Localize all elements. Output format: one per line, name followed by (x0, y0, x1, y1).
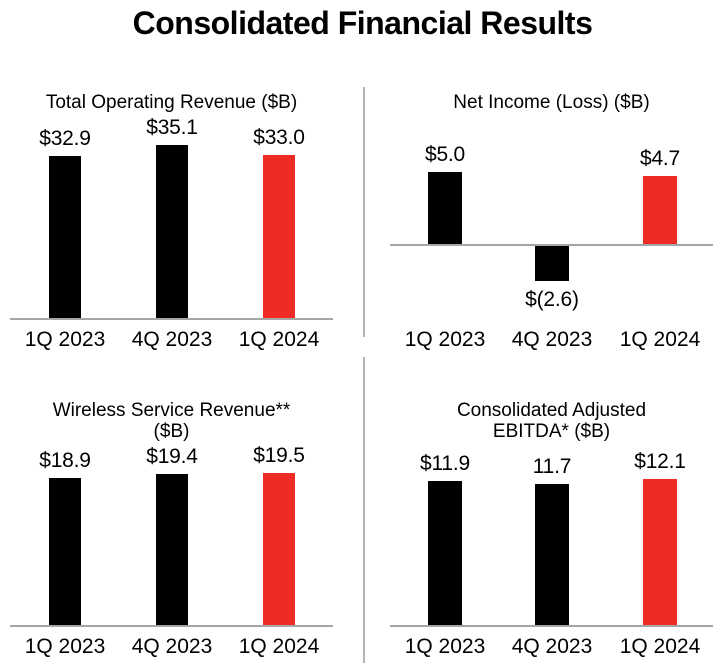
x-axis-label: 4Q 2023 (511, 328, 593, 351)
chart-title-line: EBITDA* ($B) (492, 421, 611, 442)
vertical-divider-bottom (363, 357, 365, 663)
bar-4q-2023 (156, 474, 188, 625)
vertical-divider-top (363, 87, 365, 337)
bar-1q-2023 (428, 172, 462, 244)
chart-title: Consolidated Adjusted EBITDA* ($B) (457, 400, 646, 442)
bar-1q-2023 (49, 156, 81, 318)
axis-line (10, 318, 333, 320)
bar-value-label: $19.4 (146, 445, 198, 468)
chart-title-line: Net Income (Loss) ($B) (453, 92, 650, 113)
chart-title-line: Total Operating Revenue ($B) (45, 92, 298, 113)
bar-value-label: $11.9 (420, 452, 470, 475)
bar-1q-2023 (428, 481, 462, 625)
bar-4q-2023 (535, 244, 569, 281)
chart-title: Net Income (Loss) ($B) (453, 92, 649, 113)
chart-title: Total Operating Revenue ($B) (46, 92, 297, 113)
x-axis-label: 4Q 2023 (511, 635, 593, 658)
chart-wireless-service-revenue: Wireless Service Revenue** ($B) $18.9 1Q 20… (0, 394, 360, 663)
bar-value-label: $5.0 (424, 143, 466, 166)
bar-value-label: $12.1 (634, 450, 686, 473)
bar-value-label: $19.5 (253, 444, 305, 467)
bar-value-label: $4.7 (639, 147, 681, 170)
bar-4q-2023 (535, 484, 569, 625)
x-axis-label: 1Q 2023 (24, 328, 106, 351)
axis-line (10, 625, 333, 627)
bar-value-label: $32.9 (39, 127, 91, 150)
bar-value-label: 11.7 (532, 455, 572, 478)
bar-value-label: $35.1 (146, 116, 198, 139)
bar-1q-2024 (643, 479, 677, 625)
page-title: Consolidated Financial Results (132, 5, 593, 41)
x-axis-label: 4Q 2023 (131, 635, 213, 658)
bar-value-label: $33.0 (253, 126, 305, 149)
axis-line (390, 625, 713, 627)
x-axis-label: 4Q 2023 (131, 328, 213, 351)
chart-title: Wireless Service Revenue** ($B) (53, 400, 291, 442)
chart-consolidated-adjusted-ebitda: Consolidated Adjusted EBITDA* ($B) $11.9 1Q… (363, 394, 725, 663)
bar-1q-2024 (643, 176, 677, 244)
x-axis-label: 1Q 2023 (24, 635, 106, 658)
bar-1q-2024 (263, 155, 295, 318)
bar-1q-2024 (263, 473, 295, 625)
x-axis-label: 1Q 2023 (404, 635, 486, 658)
x-axis-label: 1Q 2024 (619, 328, 701, 351)
chart-total-operating-revenue: Total Operating Revenue ($B) $32.9 1Q 2023… (0, 86, 360, 358)
bar-value-label: $18.9 (39, 449, 91, 472)
axis-line (390, 244, 713, 246)
bar-4q-2023 (156, 145, 188, 318)
bar-1q-2023 (49, 478, 81, 625)
x-axis-label: 1Q 2024 (238, 328, 320, 351)
bar-value-label: $(2.6) (525, 288, 579, 311)
x-axis-label: 1Q 2023 (404, 328, 486, 351)
chart-title-line: ($B) (153, 421, 190, 442)
x-axis-label: 1Q 2024 (238, 635, 320, 658)
chart-net-income-loss: Net Income (Loss) ($B) $5.0 1Q 2023 $(2.6) 4… (363, 86, 725, 358)
chart-title-line: Consolidated Adjusted (456, 400, 647, 421)
chart-title-line: Wireless Service Revenue** (52, 400, 291, 421)
x-axis-label: 1Q 2024 (619, 635, 701, 658)
